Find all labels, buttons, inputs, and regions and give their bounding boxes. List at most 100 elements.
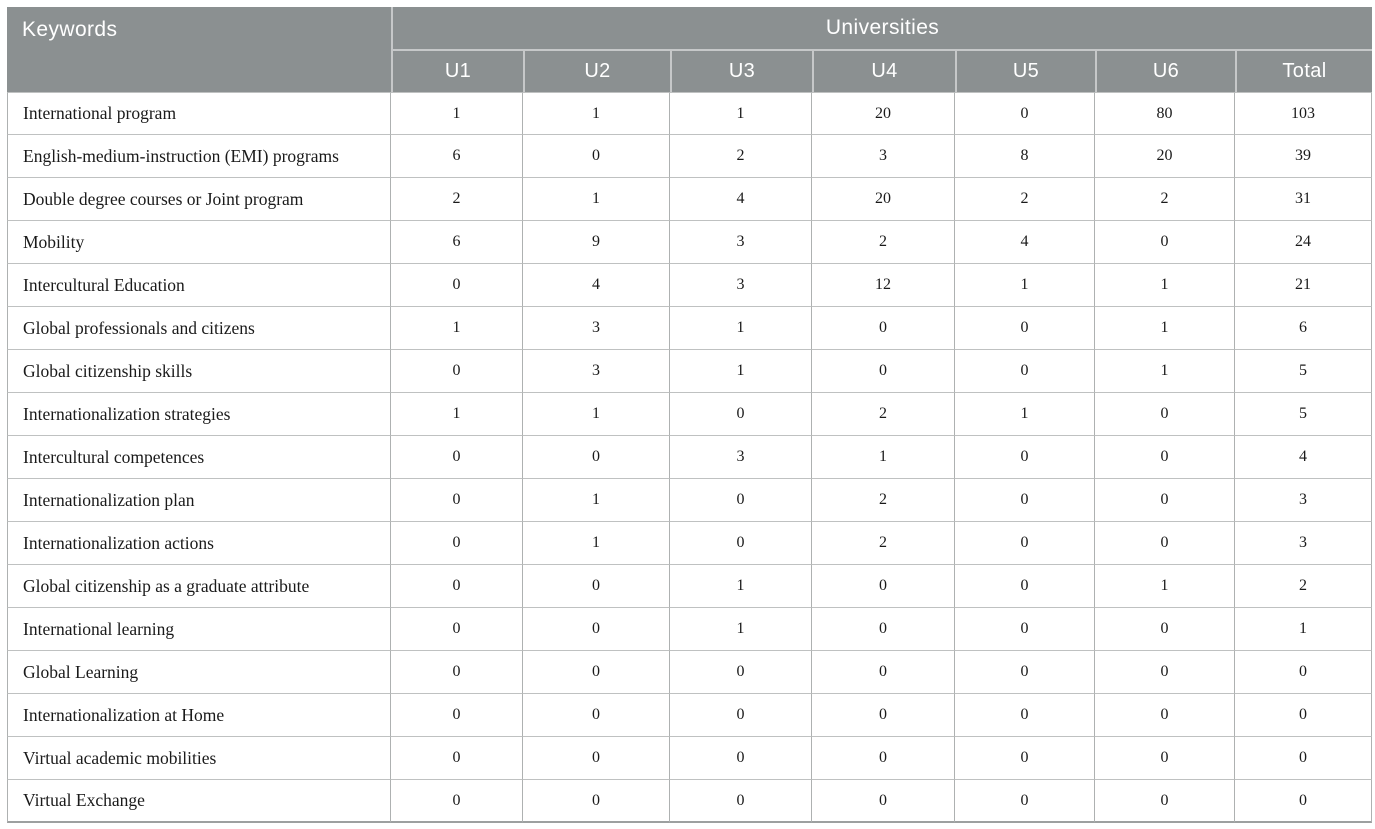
keyword-cell: Internationalization plan [7,479,391,522]
table-row: Double degree courses or Joint program 2 1… [7,178,1373,221]
value-cell: 0 [670,522,812,565]
value-cell: 0 [391,264,523,307]
value-cell: 1 [670,565,812,608]
value-cell: 0 [391,780,523,823]
table-row: Intercultural competences 0 0 3 1 0 0 4 [7,436,1373,479]
value-cell: 21 [1235,264,1373,307]
table-row: Intercultural Education 0 4 3 12 1 1 21 [7,264,1373,307]
value-cell: 1 [1095,307,1235,350]
column-header-row: U1 U2 U3 U4 U5 U6 Total [7,51,1373,92]
value-cell: 0 [1095,651,1235,694]
value-cell: 2 [955,178,1095,221]
table-body: International program 1 1 1 20 0 80 103 English-… [7,92,1373,823]
value-cell: 0 [812,608,955,651]
value-cell: 0 [812,350,955,393]
value-cell: 6 [1235,307,1373,350]
value-cell: 0 [1095,436,1235,479]
table-row: International learning 0 0 1 0 0 0 1 [7,608,1373,651]
value-cell: 6 [391,135,523,178]
keyword-cell: Internationalization actions [7,522,391,565]
value-cell: 1 [1095,264,1235,307]
value-cell: 0 [955,436,1095,479]
value-cell: 0 [955,651,1095,694]
column-header-u5: U5 [955,51,1095,92]
keywords-column-header: Keywords [7,7,391,92]
value-cell: 0 [670,651,812,694]
column-header-u3: U3 [670,51,812,92]
keyword-cell: Virtual academic mobilities [7,737,391,780]
value-cell: 0 [1235,780,1373,823]
keyword-cell: Intercultural Education [7,264,391,307]
value-cell: 0 [955,350,1095,393]
keyword-cell: Virtual Exchange [7,780,391,823]
value-cell: 0 [955,694,1095,737]
value-cell: 103 [1235,92,1373,135]
value-cell: 0 [1095,780,1235,823]
value-cell: 5 [1235,350,1373,393]
value-cell: 1 [670,307,812,350]
value-cell: 0 [391,608,523,651]
table-row: Global Learning 0 0 0 0 0 0 0 [7,651,1373,694]
value-cell: 0 [670,694,812,737]
value-cell: 0 [812,780,955,823]
value-cell: 0 [812,307,955,350]
value-cell: 3 [670,221,812,264]
table-header: Keywords Universities U1 U2 U3 U4 U5 U6 Total [7,7,1373,92]
value-cell: 0 [812,651,955,694]
column-header-u1: U1 [391,51,523,92]
value-cell: 1 [523,178,670,221]
value-cell: 1 [955,393,1095,436]
column-header-total: Total [1235,51,1373,92]
value-cell: 6 [391,221,523,264]
value-cell: 1 [391,393,523,436]
value-cell: 1 [523,92,670,135]
value-cell: 0 [1095,393,1235,436]
value-cell: 1 [812,436,955,479]
value-cell: 1 [523,522,670,565]
value-cell: 0 [955,608,1095,651]
table-row: Virtual Exchange 0 0 0 0 0 0 0 [7,780,1373,823]
value-cell: 0 [1095,221,1235,264]
keyword-cell: Global citizenship as a graduate attribu… [7,565,391,608]
value-cell: 1 [670,608,812,651]
table-row: Global citizenship skills 0 3 1 0 0 1 5 [7,350,1373,393]
value-cell: 2 [812,393,955,436]
table-row: Internationalization plan 0 1 0 2 0 0 3 [7,479,1373,522]
value-cell: 0 [391,350,523,393]
value-cell: 8 [955,135,1095,178]
value-cell: 1 [1095,350,1235,393]
value-cell: 0 [670,780,812,823]
keyword-cell: Global Learning [7,651,391,694]
value-cell: 0 [1095,608,1235,651]
table-row: Global professionals and citizens 1 3 1 0 0 1 6 [7,307,1373,350]
value-cell: 3 [1235,522,1373,565]
value-cell: 0 [391,436,523,479]
keyword-cell: English-medium-instruction (EMI) program… [7,135,391,178]
column-header-u2: U2 [523,51,670,92]
value-cell: 0 [670,479,812,522]
value-cell: 0 [523,608,670,651]
value-cell: 1 [523,479,670,522]
value-cell: 39 [1235,135,1373,178]
value-cell: 0 [523,780,670,823]
table-row: Global citizenship as a graduate attribu… [7,565,1373,608]
value-cell: 80 [1095,92,1235,135]
value-cell: 0 [955,479,1095,522]
table-row: Virtual academic mobilities 0 0 0 0 0 0 0 [7,737,1373,780]
value-cell: 0 [1235,737,1373,780]
value-cell: 0 [812,565,955,608]
value-cell: 3 [812,135,955,178]
value-cell: 0 [523,694,670,737]
value-cell: 4 [955,221,1095,264]
value-cell: 0 [523,651,670,694]
value-cell: 0 [391,479,523,522]
value-cell: 3 [523,307,670,350]
value-cell: 31 [1235,178,1373,221]
value-cell: 0 [391,737,523,780]
value-cell: 0 [523,565,670,608]
value-cell: 2 [812,221,955,264]
value-cell: 0 [391,565,523,608]
value-cell: 0 [955,92,1095,135]
table-row: English-medium-instruction (EMI) program… [7,135,1373,178]
value-cell: 1 [523,393,670,436]
